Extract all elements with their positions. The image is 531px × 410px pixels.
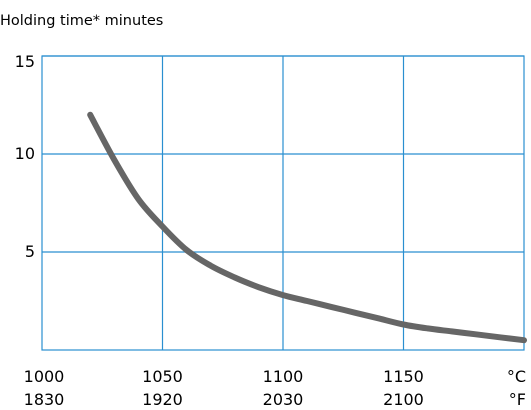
x-tick-label-c: 1050 xyxy=(142,367,183,386)
vertical-gridlines xyxy=(161,56,405,350)
y-tick-label: 5 xyxy=(25,242,35,261)
x-tick-label-f: 2100 xyxy=(383,390,424,409)
y-tick-label: 10 xyxy=(15,144,35,163)
x-tick-label-f: 2030 xyxy=(263,390,304,409)
x-unit-fahrenheit-label: °F xyxy=(509,390,526,409)
x-tick-labels: 1000 1830 1050 1920 1100 2030 1150 2100 xyxy=(24,367,424,409)
y-tick-labels: 15 10 5 xyxy=(15,52,35,261)
x-tick-label-f: 1920 xyxy=(142,390,183,409)
x-tick-label-f: 1830 xyxy=(24,390,65,409)
x-tick-label-c: 1000 xyxy=(24,367,65,386)
x-tick-label-c: 1100 xyxy=(263,367,304,386)
y-tick-label: 15 xyxy=(15,52,35,71)
x-unit-celsius-label: °C xyxy=(507,367,526,386)
plot-frame xyxy=(41,55,525,351)
y-axis-title: Holding time* minutes xyxy=(0,13,163,29)
series-line-holding-time xyxy=(87,111,527,344)
x-tick-label-c: 1150 xyxy=(383,367,424,386)
